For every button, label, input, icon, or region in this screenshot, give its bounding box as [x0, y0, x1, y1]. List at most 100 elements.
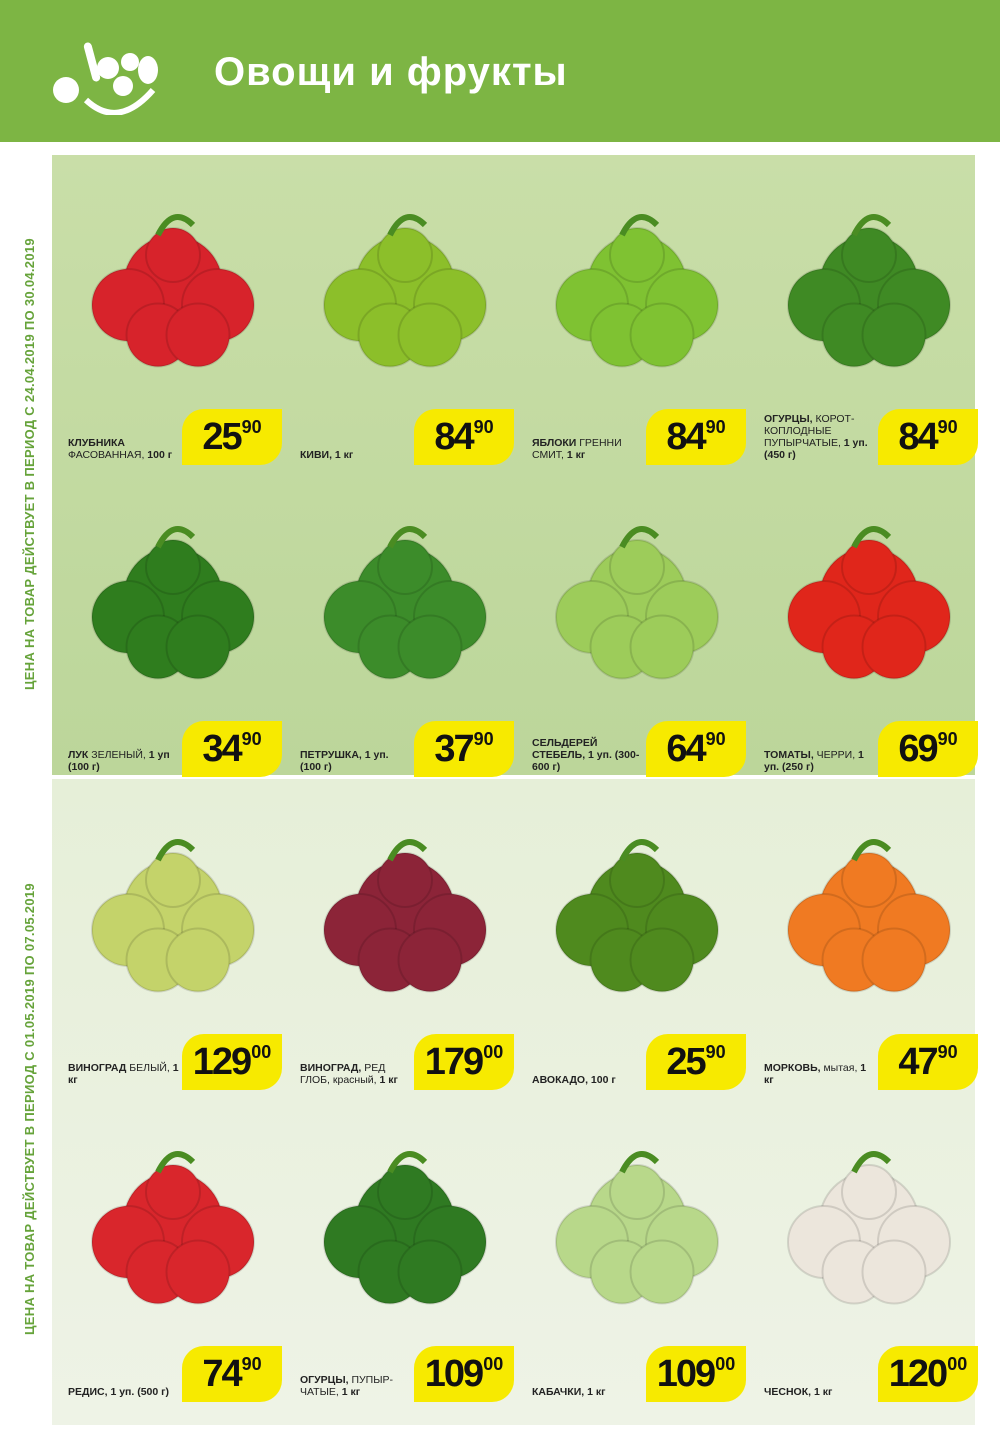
product-name: ПЕТРУШКА, 1 уп. (100 г) — [300, 749, 412, 773]
product-card[interactable]: ЛУК ЗЕЛЕНЫЙ, 1 уп (100 г) 34 90 — [58, 497, 288, 777]
validity-period-1: ЦЕНА НА ТОВАР ДЕЙСТВУЕТ В ПЕРИОД С 24.04… — [22, 238, 37, 690]
cucumbers-shape — [861, 302, 927, 368]
product-card[interactable]: ВИНОГРАД БЕЛЫЙ, 1 кг 129 00 — [58, 810, 288, 1090]
header: Овощи и фрукты — [0, 0, 1000, 142]
product-name-detail: ЧЕРРИ, — [813, 749, 856, 761]
price-tag: 64 90 — [646, 721, 746, 777]
price-rubles: 129 — [192, 1041, 252, 1083]
product-name-detail: БЕЛЫЙ, — [126, 1062, 170, 1074]
strawberry-shape — [165, 302, 231, 368]
price-rubles: 37 — [434, 728, 474, 770]
price-rubles: 84 — [898, 416, 938, 458]
product-name-detail: ФАСОВАННАЯ, — [68, 449, 145, 461]
product-name: АВОКАДО, 100 г — [532, 1074, 644, 1086]
price-tag: 120 00 — [878, 1346, 978, 1402]
carrots-shape — [841, 852, 897, 908]
page-title: Овощи и фрукты — [214, 50, 568, 94]
strawberry-image — [91, 214, 255, 368]
price-kopecks: 00 — [715, 1354, 736, 1374]
product-card[interactable]: РЕДИС, 1 уп. (500 г) 74 90 — [58, 1122, 288, 1402]
product-name-bold: ОГУРЦЫ, — [764, 413, 813, 425]
product-name-detail: ПУПЫР-ЧАТЫЕ, — [300, 1374, 394, 1398]
zucchini-shape — [609, 1164, 665, 1220]
avocado-shape — [629, 927, 695, 993]
price-kopecks: 90 — [473, 417, 494, 437]
product-name-bold: КАБАЧКИ, 1 кг — [532, 1386, 606, 1398]
price-kopecks: 90 — [241, 1354, 262, 1374]
white-grapes-shape — [165, 927, 231, 993]
price-rubles: 109 — [424, 1353, 484, 1395]
green-apples-image — [555, 214, 719, 368]
strawberry-shape — [145, 227, 201, 283]
price-rubles: 74 — [202, 1353, 242, 1395]
price-kopecks: 90 — [473, 729, 494, 749]
product-card[interactable]: КЛУБНИКА ФАСОВАННАЯ, 100 г 25 90 — [58, 185, 288, 465]
product-name-detail: ГРЕННИ СМИТ, — [532, 437, 622, 461]
product-name: ТОМАТЫ, ЧЕРРИ, 1 уп. (250 г) — [764, 749, 876, 773]
price-rubles: 25 — [202, 416, 242, 458]
zucchini-image — [555, 1151, 719, 1305]
price-rubles: 47 — [898, 1041, 938, 1083]
product-name: ЧЕСНОК, 1 кг — [764, 1386, 876, 1398]
product-card[interactable]: КАБАЧКИ, 1 кг 109 00 — [522, 1122, 752, 1402]
kiwi-image — [323, 214, 487, 368]
radish-shape — [165, 1239, 231, 1305]
product-name-unit: 1 уп (100 г) — [68, 749, 170, 773]
product-card[interactable]: КИВИ, 1 кг 84 90 — [290, 185, 520, 465]
price-tag: 109 00 — [414, 1346, 514, 1402]
price-kopecks: 90 — [705, 729, 726, 749]
product-card[interactable]: ТОМАТЫ, ЧЕРРИ, 1 уп. (250 г) 69 90 — [754, 497, 984, 777]
product-card[interactable]: ВИНОГРАД, РЕД ГЛОБ, красный, 1 кг 179 00 — [290, 810, 520, 1090]
product-name-bold: ЯБЛОКИ — [532, 437, 577, 449]
cucumbers-shape — [841, 227, 897, 283]
red-grapes-shape — [377, 852, 433, 908]
product-card[interactable]: СЕЛЬДЕРЕЙ СТЕБЕЛЬ, 1 уп. (300-600 г) 64 9… — [522, 497, 752, 777]
product-name: МОРКОВЬ, мытая, 1 кг — [764, 1062, 876, 1086]
product-card[interactable]: ЧЕСНОК, 1 кг 120 00 — [754, 1122, 984, 1402]
price-kopecks: 00 — [251, 1042, 272, 1062]
price-tag: 34 90 — [182, 721, 282, 777]
radish-image — [91, 1151, 255, 1305]
price-tag: 84 90 — [878, 409, 978, 465]
parsley-shape — [397, 614, 463, 680]
product-card[interactable]: МОРКОВЬ, мытая, 1 кг 47 90 — [754, 810, 984, 1090]
cucumbers-shape — [397, 1239, 463, 1305]
white-grapes-shape — [145, 852, 201, 908]
product-card[interactable]: ОГУРЦЫ, ПУПЫР-ЧАТЫЕ, 1 кг 109 00 — [290, 1122, 520, 1402]
product-name-bold: АВОКАДО, 100 г — [532, 1074, 616, 1086]
price-kopecks: 00 — [483, 1354, 504, 1374]
price-rubles: 25 — [666, 1041, 706, 1083]
white-grapes-image — [91, 839, 255, 993]
price-tag: 47 90 — [878, 1034, 978, 1090]
price-kopecks: 00 — [483, 1042, 504, 1062]
product-name-detail: ЗЕЛЕНЫЙ, — [88, 749, 146, 761]
product-name-unit: 100 г — [144, 449, 173, 461]
product-name-bold: КЛУБНИКА — [68, 437, 125, 449]
cherry-tomatoes-shape — [841, 539, 897, 595]
price-tag: 129 00 — [182, 1034, 282, 1090]
kiwi-shape — [377, 227, 433, 283]
product-name: ОГУРЦЫ, КОРОТ-КОПЛОДНЫЕ ПУПЫРЧАТЫЕ, 1 уп… — [764, 413, 876, 461]
product-card[interactable]: ПЕТРУШКА, 1 уп. (100 г) 37 90 — [290, 497, 520, 777]
price-rubles: 64 — [666, 728, 706, 770]
product-name-bold: ЧЕСНОК, 1 кг — [764, 1386, 833, 1398]
green-apples-shape — [629, 302, 695, 368]
product-name-bold: ОГУРЦЫ, — [300, 1374, 349, 1386]
price-rubles: 179 — [424, 1041, 484, 1083]
price-tag: 25 90 — [182, 409, 282, 465]
price-kopecks: 90 — [937, 729, 958, 749]
product-card[interactable]: АВОКАДО, 100 г 25 90 — [522, 810, 752, 1090]
celery-shape — [629, 614, 695, 680]
product-card[interactable]: ОГУРЦЫ, КОРОТ-КОПЛОДНЫЕ ПУПЫРЧАТЫЕ, 1 уп… — [754, 185, 984, 465]
product-name-unit: 1 кг — [338, 1386, 361, 1398]
product-name-bold: ТОМАТЫ, — [764, 749, 814, 761]
product-name: ВИНОГРАД БЕЛЫЙ, 1 кг — [68, 1062, 180, 1086]
red-grapes-image — [323, 839, 487, 993]
product-name-unit: 1 кг — [764, 1062, 867, 1086]
avocado-shape — [609, 852, 665, 908]
product-name: ОГУРЦЫ, ПУПЫР-ЧАТЫЕ, 1 кг — [300, 1374, 412, 1398]
radish-shape — [145, 1164, 201, 1220]
product-card[interactable]: ЯБЛОКИ ГРЕННИ СМИТ, 1 кг 84 90 — [522, 185, 752, 465]
zucchini-shape — [629, 1239, 695, 1305]
product-name: КИВИ, 1 кг — [300, 449, 412, 461]
